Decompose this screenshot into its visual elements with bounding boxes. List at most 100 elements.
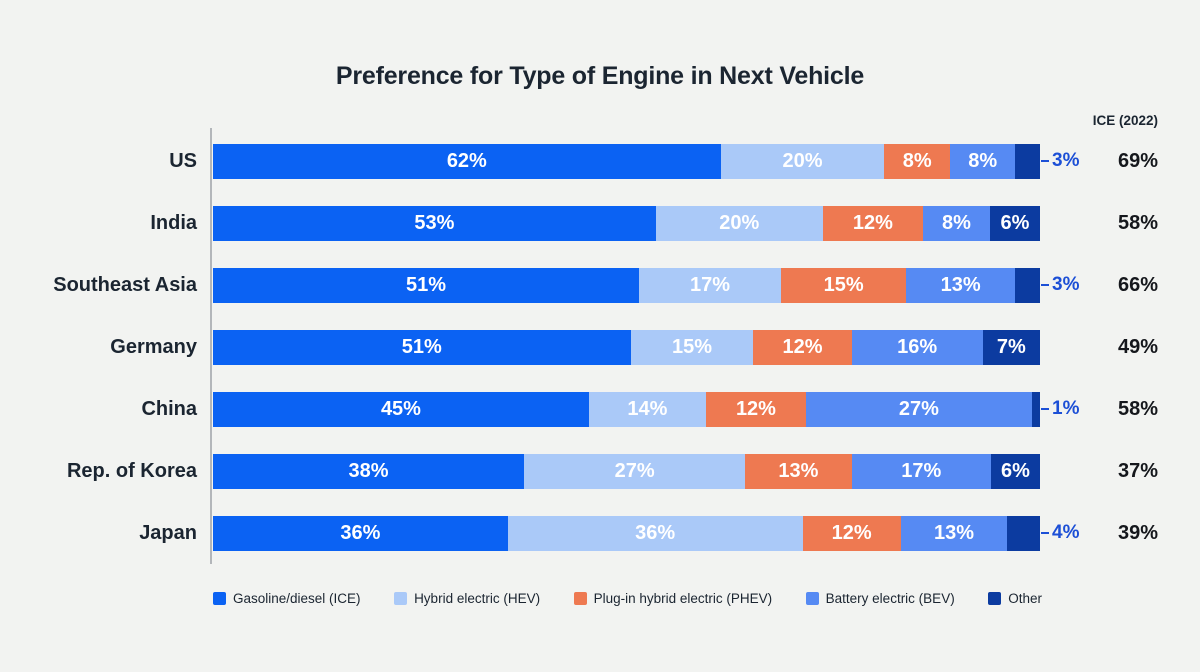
- bar-segment: 15%: [630, 329, 754, 365]
- segment-value-label: 51%: [405, 273, 447, 296]
- segment-value-label: 20%: [782, 149, 823, 172]
- segment-value-label: 12%: [782, 335, 823, 358]
- chart-row: Germany 51% 15% 12% 16% 7% 49%: [0, 316, 1200, 378]
- bar-segment: 7%: [982, 329, 1040, 365]
- segment-value-label: 14%: [627, 397, 668, 420]
- bar-segment: 13%: [900, 515, 1008, 551]
- segment-value-label: 51%: [401, 335, 442, 358]
- bar-segment: 6%: [990, 453, 1040, 489]
- segment-value-label: 53%: [414, 211, 455, 234]
- ice-2022-column-header: ICE (2022): [1092, 113, 1158, 128]
- bar-segment: 17%: [851, 453, 991, 489]
- bar-segment: 20%: [655, 205, 823, 241]
- segment-value-label: 13%: [940, 273, 981, 296]
- segment-value-label: 17%: [690, 273, 731, 296]
- category-label: China: [141, 397, 197, 420]
- outside-value-label: 3%: [1052, 274, 1080, 295]
- stacked-bar: 51% 17% 15% 13%: [213, 267, 1040, 303]
- bar-segment: 53%: [213, 205, 656, 241]
- ice-2022-value: 49%: [1117, 335, 1158, 358]
- legend-label: Other: [1008, 591, 1042, 606]
- bar-segment: 12%: [753, 329, 852, 365]
- legend-item: Gasoline/diesel (ICE): [213, 591, 361, 606]
- legend-swatch: [988, 592, 1002, 605]
- segment-value-label: 27%: [898, 397, 939, 420]
- bar-segment: 51%: [213, 267, 640, 303]
- segment-value-label: 13%: [933, 521, 975, 544]
- ice-2022-value: 37%: [1117, 459, 1158, 482]
- legend-swatch: [573, 592, 587, 605]
- ice-2022-value: 69%: [1117, 149, 1158, 172]
- segment-value-label: 13%: [778, 459, 819, 482]
- segment-value-label: 15%: [671, 335, 713, 358]
- outside-value-annotation: 1%: [1040, 398, 1092, 420]
- bar-segment: 15%: [781, 267, 907, 303]
- category-label: Germany: [110, 335, 197, 358]
- segment-value-label: 36%: [635, 521, 676, 544]
- bar-segment: 8%: [884, 143, 950, 179]
- segment-value-label: 62%: [446, 149, 487, 172]
- segment-value-label: 12%: [852, 211, 893, 234]
- outside-value-label: 4%: [1052, 522, 1080, 543]
- bar-segment: 13%: [745, 453, 852, 489]
- segment-value-label: 15%: [823, 273, 864, 296]
- stacked-bar: 53% 20% 12% 8% 6%: [213, 205, 1040, 241]
- bar-segment: 8%: [949, 143, 1016, 179]
- category-label: Japan: [139, 521, 197, 544]
- bar-segment: 12%: [822, 205, 924, 241]
- bar-segment: 12%: [802, 515, 901, 551]
- segment-value-label: 36%: [340, 521, 381, 544]
- outside-value-annotation: 3%: [1040, 150, 1092, 172]
- segment-value-label: 20%: [719, 211, 760, 234]
- bar-segment: 62%: [213, 143, 721, 179]
- segment-value-label: 8%: [941, 211, 971, 234]
- category-label: India: [150, 211, 197, 234]
- stacked-bar: 51% 15% 12% 16% 7%: [213, 329, 1040, 365]
- ice-2022-value: 58%: [1117, 397, 1158, 420]
- bar-segment: 36%: [507, 515, 803, 551]
- chart-row: Japan 36% 36% 12% 13% 4% 39%: [0, 502, 1200, 564]
- ice-2022-value: 39%: [1117, 521, 1158, 544]
- segment-value-label: 38%: [348, 459, 389, 482]
- legend-swatch: [805, 592, 819, 605]
- segment-value-label: 6%: [1000, 211, 1030, 234]
- category-label: Rep. of Korea: [66, 459, 197, 482]
- legend-item: Battery electric (BEV): [805, 591, 955, 606]
- ice-2022-value: 66%: [1117, 273, 1158, 296]
- legend-label: Plug-in hybrid electric (PHEV): [593, 591, 773, 606]
- category-label: US: [169, 149, 197, 172]
- bar-segment: 13%: [906, 267, 1015, 303]
- segment-value-label: 27%: [614, 459, 655, 482]
- bar-segment: 51%: [213, 329, 631, 365]
- bar-segment: [1031, 391, 1040, 427]
- bar-segment: 20%: [720, 143, 885, 179]
- legend-label: Gasoline/diesel (ICE): [233, 591, 361, 606]
- outside-value-annotation: 4%: [1040, 522, 1092, 544]
- bar-segment: 45%: [213, 391, 589, 427]
- segment-value-label: 12%: [831, 521, 872, 544]
- segment-value-label: 8%: [968, 149, 998, 172]
- stacked-bar: 38% 27% 13% 17% 6%: [213, 453, 1040, 489]
- legend-label: Hybrid electric (HEV): [414, 591, 541, 606]
- legend-item: Plug-in hybrid electric (PHEV): [573, 591, 773, 606]
- bar-segment: 8%: [923, 205, 990, 241]
- legend-item: Other: [988, 591, 1042, 606]
- bar-segment: [1014, 267, 1040, 303]
- bar-segment: 12%: [705, 391, 807, 427]
- leader-dash: [1041, 531, 1049, 535]
- legend-item: Hybrid electric (HEV): [394, 591, 540, 606]
- leader-dash: [1041, 283, 1049, 287]
- chart-legend: Gasoline/diesel (ICE) Hybrid electric (HE…: [213, 591, 1042, 606]
- chart-row: US 62% 20% 8% 8% 3% 69%: [0, 130, 1200, 192]
- chart-rows: US 62% 20% 8% 8% 3% 69% India 53% 20% 12% 8% 6% 58% So…: [0, 128, 1200, 564]
- bar-segment: 36%: [213, 515, 508, 551]
- bar-segment: 17%: [639, 267, 782, 303]
- bar-segment: [1007, 515, 1040, 551]
- y-axis-line: [210, 128, 212, 564]
- segment-value-label: 45%: [380, 397, 421, 420]
- stacked-bar: 45% 14% 12% 27%: [213, 391, 1040, 427]
- bar-segment: 16%: [851, 329, 983, 365]
- segment-value-label: 12%: [735, 397, 776, 420]
- bar-segment: 6%: [989, 205, 1040, 241]
